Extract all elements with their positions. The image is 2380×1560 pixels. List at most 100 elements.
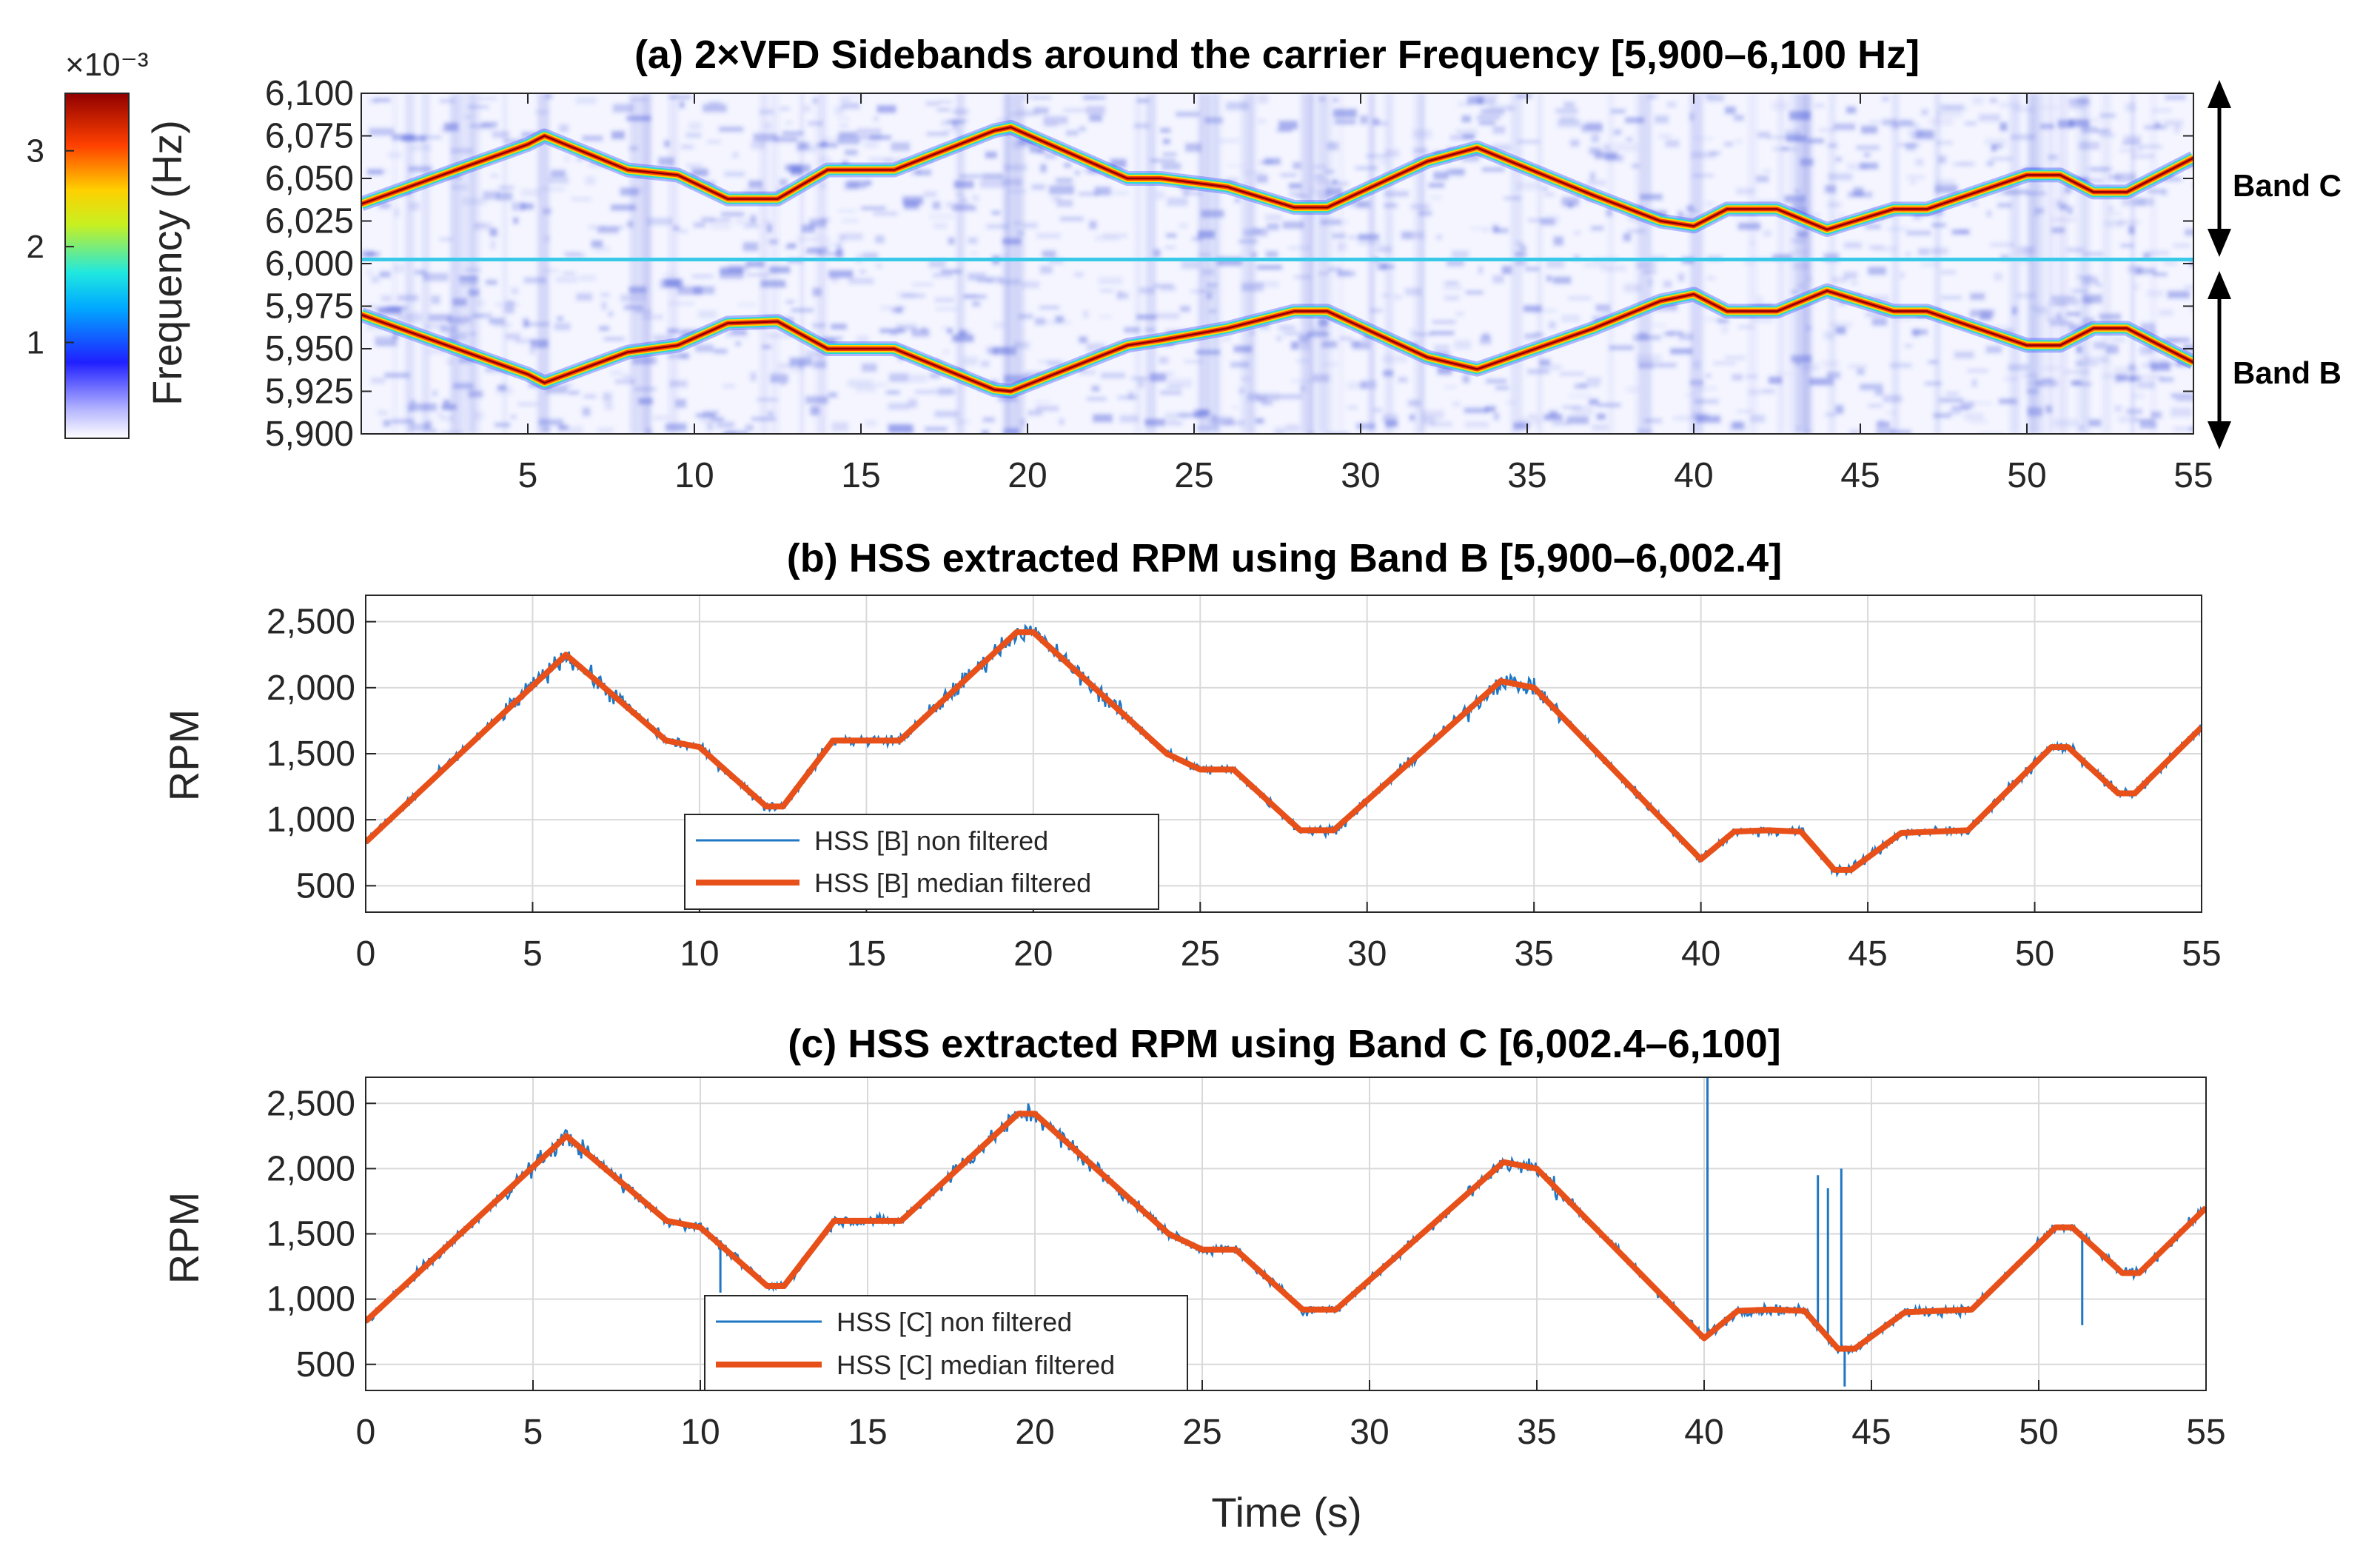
noise-patch bbox=[392, 264, 404, 273]
noise-streak bbox=[815, 93, 824, 434]
noise-patch bbox=[589, 225, 604, 229]
noise-patch bbox=[1652, 324, 1666, 327]
noise-patch bbox=[1520, 245, 1526, 251]
noise-patch bbox=[1626, 386, 1639, 392]
noise-patch bbox=[1293, 162, 1301, 170]
colorbar-exponent: ×10⁻³ bbox=[65, 47, 149, 83]
noise-patch bbox=[366, 252, 381, 255]
noise-patch bbox=[1705, 374, 1712, 378]
noise-patch bbox=[889, 373, 909, 382]
noise-patch bbox=[556, 277, 578, 283]
noise-patch bbox=[1160, 390, 1181, 395]
panel-b-legend: HSS [B] non filtered HSS [B] median filt… bbox=[684, 814, 1159, 910]
noise-patch bbox=[603, 392, 612, 401]
noise-patch bbox=[881, 306, 906, 309]
noise-patch bbox=[1230, 361, 1250, 368]
noise-patch bbox=[1591, 133, 1599, 143]
noise-patch bbox=[1153, 249, 1161, 258]
noise-patch bbox=[2082, 252, 2103, 255]
noise-streak bbox=[1338, 93, 1344, 434]
sideband-core-1 bbox=[361, 289, 2193, 392]
noise-patch bbox=[1035, 401, 1050, 404]
noise-patch bbox=[1181, 260, 1199, 270]
noise-patch bbox=[1589, 172, 1596, 181]
noise-patch bbox=[620, 187, 639, 196]
noise-patch bbox=[838, 210, 856, 212]
noise-patch bbox=[721, 212, 745, 217]
noise-patch bbox=[564, 252, 581, 255]
noise-patch bbox=[1872, 247, 1897, 252]
noise-patch bbox=[549, 176, 569, 184]
noise-patch bbox=[915, 391, 933, 393]
noise-patch bbox=[711, 219, 731, 221]
noise-patch bbox=[1655, 116, 1669, 124]
panel-c-x-ticks: 0 5 10 15 20 25 30 35 40 45 50 55 bbox=[356, 1380, 2226, 1452]
noise-patch bbox=[2118, 416, 2139, 423]
noise-patch bbox=[904, 201, 919, 210]
noise-patch bbox=[912, 284, 933, 286]
noise-patch bbox=[1567, 203, 1574, 208]
noise-patch bbox=[1492, 126, 1506, 134]
noise-patch bbox=[929, 373, 941, 378]
noise-patch bbox=[745, 273, 770, 276]
noise-streak bbox=[1207, 93, 1219, 434]
noise-patch bbox=[677, 286, 703, 295]
noise-patch bbox=[1256, 281, 1279, 287]
noise-patch bbox=[647, 218, 673, 226]
noise-patch bbox=[1560, 114, 1576, 123]
noise-patch bbox=[1851, 281, 1857, 284]
noise-patch bbox=[744, 224, 759, 228]
noise-streak bbox=[1247, 93, 1256, 434]
noise-patch bbox=[523, 277, 546, 284]
noise-patch bbox=[1915, 159, 1923, 166]
noise-patch bbox=[1019, 137, 1036, 145]
noise-patch bbox=[1860, 162, 1878, 170]
noise-patch bbox=[369, 99, 378, 103]
x-tick-label: 50 bbox=[2015, 934, 2054, 974]
noise-patch bbox=[1713, 362, 1736, 364]
noise-patch bbox=[1255, 229, 1263, 234]
noise-patch bbox=[750, 372, 757, 381]
noise-patch bbox=[1925, 382, 1942, 385]
noise-patch bbox=[1871, 318, 1888, 326]
noise-patch bbox=[838, 132, 857, 136]
noise-patch bbox=[968, 272, 986, 281]
noise-patch bbox=[1078, 127, 1086, 131]
noise-patch bbox=[582, 135, 603, 141]
noise-patch bbox=[583, 395, 597, 398]
noise-patch bbox=[916, 170, 931, 175]
noise-patch bbox=[483, 191, 500, 200]
noise-patch bbox=[1136, 98, 1149, 103]
noise-patch bbox=[941, 121, 963, 125]
noise-patch bbox=[1808, 138, 1824, 144]
noise-patch bbox=[817, 252, 841, 256]
noise-patch bbox=[1083, 95, 1098, 100]
noise-streak bbox=[2102, 93, 2111, 434]
noise-patch bbox=[1454, 340, 1471, 349]
noise-patch bbox=[840, 233, 863, 240]
x-tick-label: 10 bbox=[680, 934, 719, 974]
noise-patch bbox=[1706, 277, 1715, 280]
noise-streak bbox=[1798, 93, 1805, 434]
noise-patch bbox=[374, 98, 391, 102]
noise-patch bbox=[1555, 108, 1578, 113]
noise-patch bbox=[1066, 130, 1079, 135]
noise-patch bbox=[565, 253, 586, 258]
noise-patch bbox=[2164, 261, 2176, 264]
noise-patch bbox=[728, 264, 748, 272]
noise-patch bbox=[840, 95, 863, 98]
x-tick-label: 30 bbox=[1347, 934, 1387, 974]
noise-patch bbox=[2136, 268, 2156, 275]
noise-patch bbox=[1905, 253, 1911, 255]
noise-patch bbox=[1580, 384, 1600, 386]
noise-patch bbox=[1539, 359, 1551, 366]
noise-patch bbox=[1222, 337, 1231, 341]
noise-patch bbox=[703, 104, 727, 113]
noise-patch bbox=[1079, 336, 1087, 344]
noise-patch bbox=[873, 384, 887, 386]
noise-patch bbox=[1763, 230, 1771, 237]
noise-patch bbox=[1042, 251, 1056, 258]
noise-patch bbox=[1656, 363, 1677, 367]
noise-patch bbox=[1462, 134, 1475, 138]
noise-patch bbox=[368, 304, 377, 309]
